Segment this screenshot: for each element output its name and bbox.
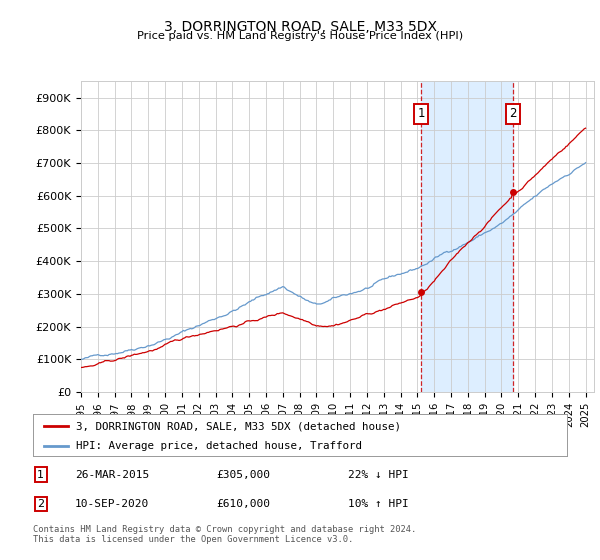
Bar — [421, 81, 513, 392]
Text: £305,000: £305,000 — [216, 470, 270, 480]
Text: 10-SEP-2020: 10-SEP-2020 — [75, 499, 149, 509]
Text: Contains HM Land Registry data © Crown copyright and database right 2024.
This d: Contains HM Land Registry data © Crown c… — [33, 525, 416, 544]
Text: 2: 2 — [509, 108, 517, 120]
Text: Price paid vs. HM Land Registry's House Price Index (HPI): Price paid vs. HM Land Registry's House … — [137, 31, 463, 41]
Text: 10% ↑ HPI: 10% ↑ HPI — [348, 499, 409, 509]
Text: 1: 1 — [37, 470, 44, 480]
Text: £610,000: £610,000 — [216, 499, 270, 509]
Text: 26-MAR-2015: 26-MAR-2015 — [75, 470, 149, 480]
Text: 3, DORRINGTON ROAD, SALE, M33 5DX: 3, DORRINGTON ROAD, SALE, M33 5DX — [163, 20, 437, 34]
Text: HPI: Average price, detached house, Trafford: HPI: Average price, detached house, Traf… — [76, 441, 362, 451]
Text: 3, DORRINGTON ROAD, SALE, M33 5DX (detached house): 3, DORRINGTON ROAD, SALE, M33 5DX (detac… — [76, 421, 401, 431]
Text: 22% ↓ HPI: 22% ↓ HPI — [348, 470, 409, 480]
Text: 1: 1 — [418, 108, 425, 120]
Text: 2: 2 — [37, 499, 44, 509]
